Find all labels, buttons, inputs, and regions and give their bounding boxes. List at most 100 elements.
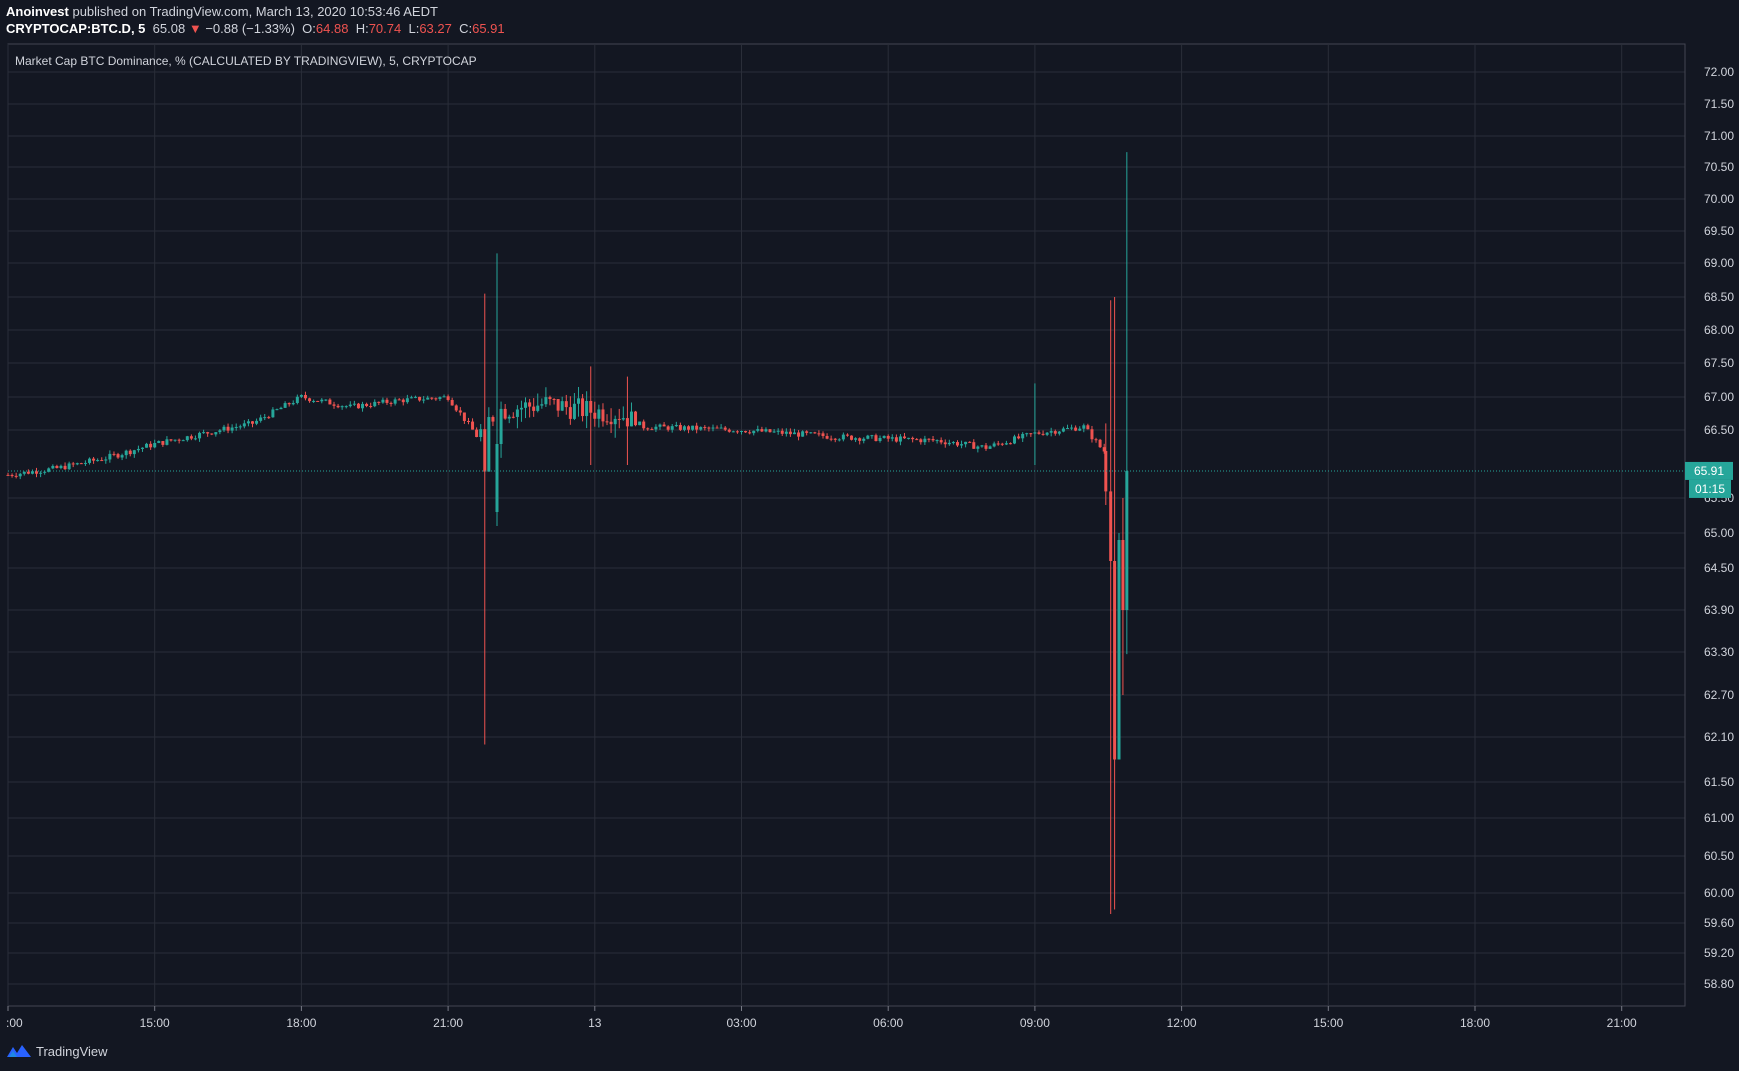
candle-body bbox=[939, 440, 943, 443]
candle-body bbox=[10, 474, 14, 476]
candle-body bbox=[703, 427, 707, 429]
candle-body bbox=[263, 417, 267, 419]
candle-body bbox=[1121, 540, 1125, 610]
y-tick-label: 69.00 bbox=[1704, 256, 1734, 270]
candle-body bbox=[377, 401, 381, 403]
candle-body bbox=[882, 435, 886, 438]
candle-body bbox=[931, 439, 935, 441]
y-tick-label: 67.00 bbox=[1704, 390, 1734, 404]
candle-body bbox=[524, 402, 528, 408]
x-tick-label: 03:00 bbox=[726, 1016, 756, 1030]
candle-body bbox=[30, 471, 34, 474]
candle-body bbox=[108, 453, 112, 460]
x-tick-label: 06:00 bbox=[873, 1016, 903, 1030]
candle-body bbox=[597, 409, 601, 419]
candle-body bbox=[385, 399, 389, 403]
candle-body bbox=[780, 430, 784, 434]
candle-body bbox=[283, 403, 287, 408]
candle-body bbox=[67, 463, 71, 470]
candle-body bbox=[1045, 432, 1049, 435]
candle-body bbox=[968, 441, 972, 443]
candle-body bbox=[964, 441, 968, 445]
candle-body bbox=[22, 471, 26, 474]
brand-name: TradingView bbox=[36, 1043, 108, 1059]
candle-body bbox=[748, 432, 752, 434]
candle-body bbox=[650, 429, 654, 431]
candle-body bbox=[1008, 443, 1012, 445]
symbol-label[interactable]: CRYPTOCAP:BTC.D, 5 bbox=[6, 21, 146, 36]
candle-body bbox=[279, 407, 283, 410]
y-tick-label: 67.50 bbox=[1704, 356, 1734, 370]
x-tick-label: 15:00 bbox=[1313, 1016, 1343, 1030]
candle-body bbox=[760, 429, 764, 432]
candle-body bbox=[491, 417, 495, 422]
candle-body bbox=[617, 418, 621, 420]
candle-body bbox=[711, 427, 715, 429]
tradingview-brand[interactable]: TradingView bbox=[6, 1043, 108, 1059]
candle-body bbox=[532, 406, 536, 411]
candle-body bbox=[422, 399, 426, 401]
candle-body bbox=[332, 404, 336, 406]
candle-body bbox=[259, 417, 263, 421]
candle-body bbox=[691, 425, 695, 430]
candle-body bbox=[540, 404, 544, 406]
candle-body bbox=[104, 459, 108, 461]
candle-body bbox=[1117, 540, 1121, 760]
candle-body bbox=[678, 425, 682, 430]
candle-body bbox=[687, 426, 691, 430]
last-price-tag bbox=[1685, 461, 1733, 480]
candle-body bbox=[866, 435, 870, 439]
candle-body bbox=[528, 402, 532, 407]
candle-body bbox=[1000, 443, 1004, 445]
candle-body bbox=[605, 421, 609, 423]
candle-body bbox=[548, 397, 552, 400]
y-tick-label: 63.90 bbox=[1704, 603, 1734, 617]
candle-body bbox=[1070, 427, 1074, 429]
candle-body bbox=[992, 443, 996, 447]
y-tick-label: 69.50 bbox=[1704, 224, 1734, 238]
candle-body bbox=[140, 447, 144, 449]
candle-body bbox=[483, 429, 487, 472]
candle-body bbox=[646, 428, 650, 430]
candle-body bbox=[1104, 451, 1108, 492]
candle-body bbox=[1053, 431, 1057, 434]
candle-body bbox=[682, 426, 686, 430]
y-tick-label: 64.50 bbox=[1704, 561, 1734, 575]
axes-layer: 72.00 71.50 71.00 70.50 70.00 69.50 69.00 68.50… bbox=[6, 44, 1734, 1030]
candle-body bbox=[511, 416, 515, 418]
candle-body bbox=[919, 439, 923, 443]
candle-body bbox=[471, 421, 475, 430]
candle-body bbox=[218, 430, 222, 433]
x-tick-label: 12:00 bbox=[1167, 1016, 1197, 1030]
candle-body bbox=[226, 426, 230, 431]
countdown-label: 01:15 bbox=[1695, 482, 1725, 496]
candle-body bbox=[833, 438, 837, 440]
candle-body bbox=[389, 402, 393, 404]
candle-body bbox=[996, 443, 1000, 445]
candle-body bbox=[837, 439, 841, 441]
candle-body bbox=[666, 426, 670, 430]
candle-body bbox=[560, 401, 564, 411]
low-value: 63.27 bbox=[419, 21, 452, 36]
x-tick-label: 09:00 bbox=[1020, 1016, 1050, 1030]
candle-body bbox=[271, 409, 275, 418]
candle-body bbox=[1082, 425, 1086, 429]
price-change: −0.88 (−1.33%) bbox=[205, 21, 295, 36]
close-label: C: bbox=[459, 21, 473, 36]
candle-body bbox=[764, 429, 768, 432]
candle-body bbox=[927, 438, 931, 440]
candle-body bbox=[149, 443, 153, 448]
candle-body bbox=[813, 432, 817, 434]
candle-body bbox=[157, 441, 161, 443]
candle-body bbox=[752, 430, 756, 434]
candle-body bbox=[670, 426, 674, 430]
x-tick-label: 21:00 bbox=[433, 1016, 463, 1030]
author-name[interactable]: Anoinvest bbox=[6, 4, 69, 19]
candle-body bbox=[51, 465, 55, 469]
candle-body bbox=[393, 399, 397, 404]
candle-body bbox=[303, 394, 307, 399]
candle-body bbox=[39, 472, 43, 474]
candle-body bbox=[662, 424, 666, 427]
candle-body bbox=[161, 441, 165, 445]
